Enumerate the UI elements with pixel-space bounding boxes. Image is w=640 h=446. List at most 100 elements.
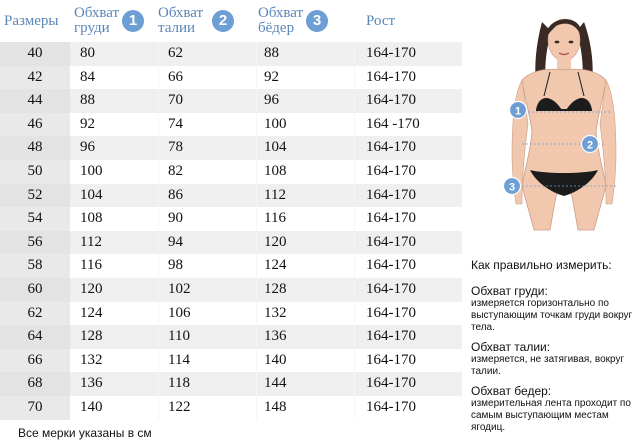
header-waist-line2: талии bbox=[158, 20, 196, 36]
hips-description: измерительная лента проходит по самым вы… bbox=[471, 398, 631, 433]
cell-size: 56 bbox=[0, 230, 70, 255]
cell-size: 42 bbox=[0, 65, 70, 90]
header-chest-line1: Обхват bbox=[74, 5, 120, 21]
header-waist-line1: Обхват bbox=[158, 5, 204, 21]
header-hips-line2: бёдер bbox=[258, 20, 295, 36]
cell-height: 164-170 bbox=[366, 280, 416, 297]
cell-chest: 84 bbox=[80, 68, 95, 85]
chest-title: Обхват груди: bbox=[471, 284, 548, 298]
table-row: 52 104 86 112 164-170 bbox=[0, 183, 462, 208]
cell-height: 164-170 bbox=[366, 375, 416, 392]
marker-3-badge: 3 bbox=[306, 10, 328, 32]
table-row: 42 84 66 92 164-170 bbox=[0, 65, 462, 90]
cell-hips: 88 bbox=[264, 45, 279, 61]
cell-waist: 66 bbox=[168, 68, 183, 85]
figure-marker-3: 3 bbox=[509, 182, 515, 194]
cell-size: 70 bbox=[0, 395, 70, 420]
header-chest: Обхват груди bbox=[74, 0, 119, 42]
cell-hips: 124 bbox=[264, 257, 287, 274]
marker-1-badge: 1 bbox=[122, 10, 144, 32]
figure-marker-1: 1 bbox=[515, 106, 521, 118]
cell-hips: 108 bbox=[264, 162, 287, 179]
woman-figure-illustration: 1 2 3 bbox=[502, 18, 617, 231]
marker-2-badge: 2 bbox=[212, 10, 234, 32]
cell-chest: 136 bbox=[80, 375, 103, 392]
cell-chest: 140 bbox=[80, 398, 103, 415]
cell-height: 164-170 bbox=[366, 210, 416, 227]
cell-hips: 96 bbox=[264, 92, 279, 109]
cell-size: 64 bbox=[0, 325, 70, 349]
cell-chest: 100 bbox=[80, 162, 103, 179]
cell-hips: 148 bbox=[264, 398, 287, 415]
cell-hips: 104 bbox=[264, 139, 287, 156]
cell-chest: 124 bbox=[80, 304, 103, 321]
cell-size: 48 bbox=[0, 136, 70, 160]
cell-chest: 92 bbox=[80, 115, 95, 132]
size-table: Размеры Обхват груди 1 Обхват талии 2 Об… bbox=[0, 0, 462, 420]
cell-waist: 82 bbox=[168, 162, 183, 179]
cell-waist: 90 bbox=[168, 210, 183, 227]
table-row: 68 136 118 144 164-170 bbox=[0, 372, 462, 396]
waist-description: измеряется, не затягивая, вокруг талии. bbox=[471, 354, 625, 377]
footnote: Все мерки указаны в см bbox=[18, 426, 152, 440]
table-row: 64 128 110 136 164-170 bbox=[0, 325, 462, 349]
table-row: 60 120 102 128 164-170 bbox=[0, 277, 462, 302]
cell-chest: 108 bbox=[80, 210, 103, 227]
cell-chest: 88 bbox=[80, 92, 95, 109]
header-chest-line2: груди bbox=[74, 20, 110, 36]
cell-size: 52 bbox=[0, 183, 70, 208]
cell-size: 58 bbox=[0, 254, 70, 278]
cell-hips: 112 bbox=[264, 186, 286, 203]
cell-hips: 120 bbox=[264, 233, 287, 250]
chest-description: измеряется горизонтально по выступающим … bbox=[471, 298, 633, 333]
cell-waist: 122 bbox=[168, 398, 191, 415]
cell-chest: 120 bbox=[80, 280, 103, 297]
header-waist: Обхват талии bbox=[158, 0, 203, 42]
table-row: 58 116 98 124 164-170 bbox=[0, 254, 462, 278]
header-hips-line1: Обхват bbox=[258, 5, 304, 21]
cell-height: 164-170 bbox=[366, 328, 416, 345]
cell-height: 164-170 bbox=[366, 92, 416, 109]
cell-chest: 116 bbox=[80, 257, 102, 274]
cell-height: 164-170 bbox=[366, 139, 416, 156]
figure-marker-waist: 2 bbox=[580, 134, 600, 154]
cell-size: 44 bbox=[0, 89, 70, 113]
cell-chest: 112 bbox=[80, 233, 102, 250]
cell-chest: 104 bbox=[80, 186, 103, 203]
waist-title: Обхват талии: bbox=[471, 340, 551, 354]
cell-waist: 86 bbox=[168, 186, 183, 203]
cell-height: 164-170 bbox=[366, 186, 416, 203]
table-row: 56 112 94 120 164-170 bbox=[0, 230, 462, 255]
cell-hips: 144 bbox=[264, 375, 287, 392]
cell-chest: 96 bbox=[80, 139, 95, 156]
cell-waist: 98 bbox=[168, 257, 183, 274]
cell-waist: 74 bbox=[168, 115, 183, 132]
figure-marker-2: 2 bbox=[587, 140, 593, 152]
column-divider bbox=[158, 42, 159, 420]
column-divider bbox=[354, 42, 355, 420]
cell-waist: 102 bbox=[168, 280, 191, 297]
column-divider bbox=[256, 42, 257, 420]
cell-height: 164-170 bbox=[366, 304, 416, 321]
cell-waist: 110 bbox=[168, 328, 190, 345]
hips-title: Обхват бедер: bbox=[471, 384, 552, 398]
cell-hips: 100 bbox=[264, 115, 287, 132]
cell-chest: 128 bbox=[80, 328, 103, 345]
cell-waist: 114 bbox=[168, 351, 190, 368]
cell-hips: 128 bbox=[264, 280, 287, 297]
cell-waist: 118 bbox=[168, 375, 190, 392]
cell-size: 46 bbox=[0, 112, 70, 137]
table-row: 44 88 70 96 164-170 bbox=[0, 89, 462, 113]
cell-height: 164 -170 bbox=[366, 115, 420, 132]
table-row: 54 108 90 116 164-170 bbox=[0, 207, 462, 231]
cell-waist: 78 bbox=[168, 139, 183, 156]
cell-hips: 92 bbox=[264, 68, 279, 85]
header-sizes: Размеры bbox=[4, 12, 59, 29]
cell-size: 60 bbox=[0, 277, 70, 302]
cell-size: 50 bbox=[0, 159, 70, 184]
table-row: 66 132 114 140 164-170 bbox=[0, 348, 462, 373]
cell-height: 164-170 bbox=[366, 257, 416, 274]
cell-height: 164-170 bbox=[366, 351, 416, 368]
table-row: 62 124 106 132 164-170 bbox=[0, 301, 462, 326]
cell-height: 164-170 bbox=[366, 233, 416, 250]
